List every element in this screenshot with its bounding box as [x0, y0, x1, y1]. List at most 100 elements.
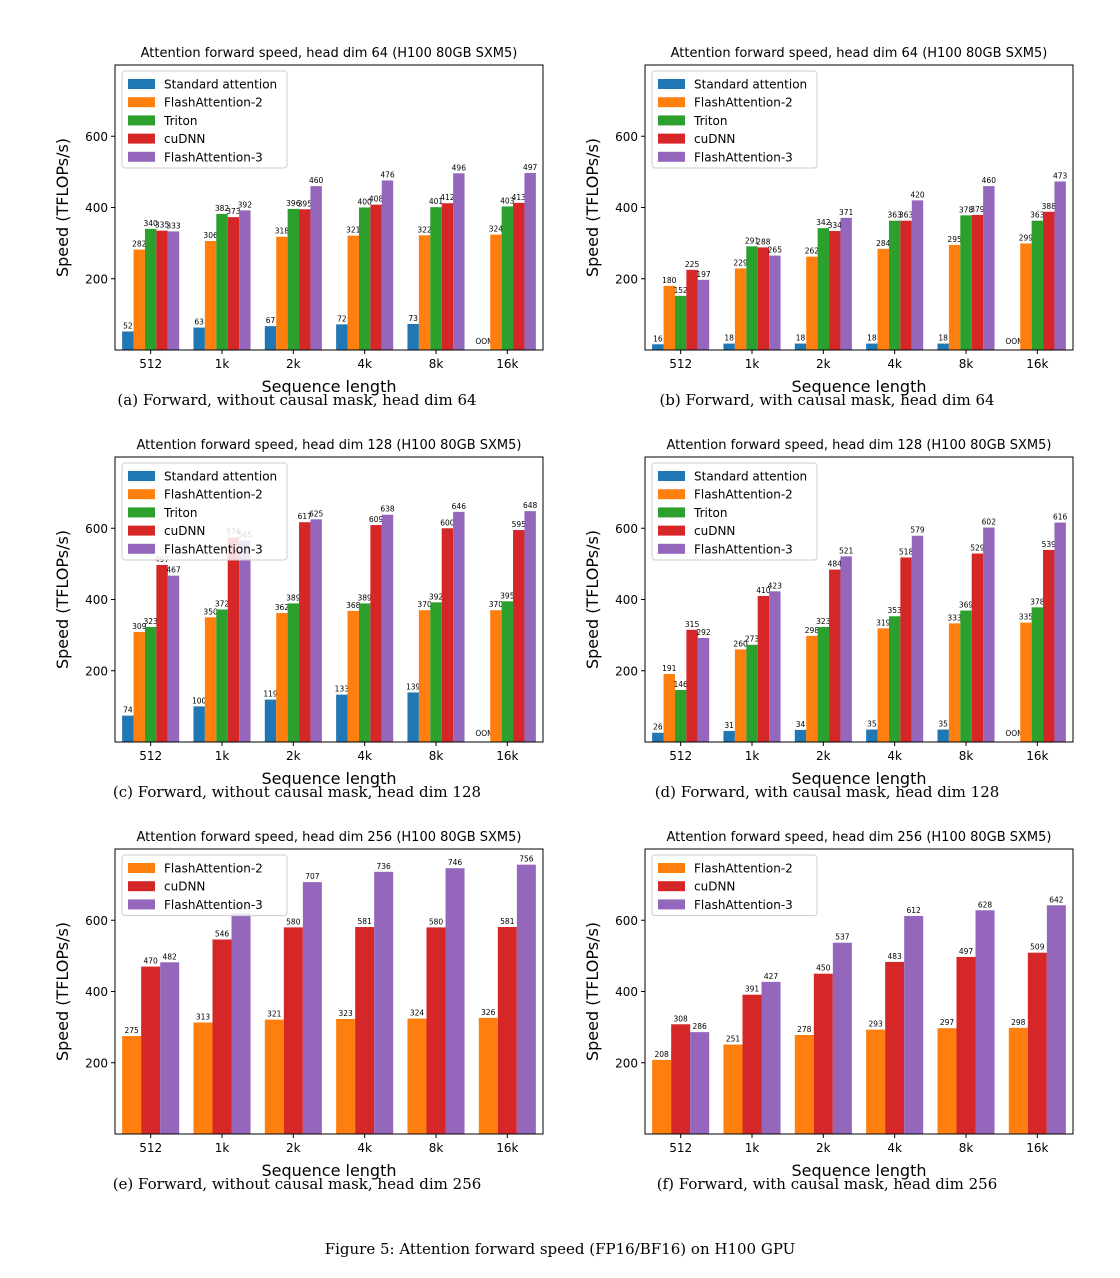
y-axis-label: Speed (TFLOPs/s) — [583, 922, 602, 1061]
bar — [697, 279, 710, 350]
bar-value-label: OOM — [475, 337, 493, 346]
bar — [829, 569, 841, 742]
bar — [1020, 622, 1032, 742]
bar — [888, 616, 901, 742]
bar-value-label: 282 — [132, 240, 147, 249]
bar — [122, 331, 134, 350]
bar-value-label: 298 — [1011, 1018, 1026, 1027]
bar-value-label: 119 — [263, 690, 278, 699]
bar — [817, 228, 830, 350]
y-axis-label: Speed (TFLOPs/s) — [53, 922, 72, 1061]
bar-value-label: 340 — [144, 219, 159, 228]
chart-panel-e: Attention forward speed, head dim 256 (H… — [32, 824, 562, 1209]
bar-value-label: 581 — [358, 917, 373, 926]
bar-value-label: 197 — [696, 270, 711, 279]
legend-label: cuDNN — [694, 132, 735, 146]
bar — [983, 186, 995, 350]
legend-label: FlashAttention-3 — [694, 150, 793, 164]
legend-label: Triton — [163, 114, 198, 128]
axes-frame — [644, 848, 1074, 1135]
legend-label: FlashAttention-2 — [164, 862, 263, 876]
bar-value-label: 335 — [155, 221, 170, 230]
bar — [813, 973, 833, 1134]
bar-value-label: 333 — [166, 221, 181, 230]
bar-value-label: 617 — [298, 512, 313, 521]
bar — [686, 269, 698, 350]
bar-value-label: 642 — [1049, 895, 1064, 904]
bar-value-label: 497 — [523, 163, 538, 172]
bar-chart-f: Attention forward speed, head dim 256 (H… — [583, 830, 1074, 1180]
bar — [524, 511, 536, 742]
y-tick-label: 400 — [615, 201, 638, 215]
bar — [204, 617, 217, 742]
bar-value-label: 413 — [512, 193, 527, 202]
bar — [937, 729, 949, 742]
bar — [1020, 243, 1032, 350]
bar — [746, 644, 758, 742]
x-tick-label: 512 — [139, 1141, 162, 1155]
bar-value-label: 326 — [481, 1008, 496, 1017]
bar-value-label: 313 — [196, 1012, 211, 1021]
legend-swatch — [128, 489, 155, 500]
bar — [734, 649, 747, 742]
chart-caption-f: (f) Forward, with causal mask, head dim … — [656, 1175, 998, 1193]
bar — [794, 1034, 814, 1134]
legend-swatch — [658, 899, 685, 910]
bar — [971, 214, 984, 350]
bar-value-label: 476 — [380, 170, 395, 179]
bar — [355, 927, 375, 1134]
bar-value-label: 473 — [1053, 171, 1068, 180]
bar — [418, 610, 431, 742]
bar — [1043, 549, 1055, 742]
y-tick-label: 200 — [615, 664, 638, 678]
y-tick-label: 600 — [85, 522, 108, 536]
bar — [358, 207, 371, 350]
bar-value-label: 309 — [132, 622, 147, 631]
bar-value-label: 395 — [298, 199, 313, 208]
legend-label: Triton — [693, 506, 728, 520]
bar-value-label: 518 — [899, 547, 914, 556]
bar — [937, 343, 949, 350]
bar-value-label: 625 — [309, 509, 324, 518]
bar-value-label: 208 — [654, 1050, 669, 1059]
bar-value-label: 292 — [696, 628, 711, 637]
bar — [374, 871, 394, 1134]
bar-value-label: 372 — [215, 599, 230, 608]
bar — [832, 942, 852, 1134]
bar — [877, 628, 889, 742]
x-tick-label: 8k — [429, 357, 444, 371]
axes-frame — [114, 848, 544, 1135]
legend-label: cuDNN — [164, 880, 205, 894]
bar-value-label: 63 — [194, 318, 204, 327]
bar-value-label: 180 — [662, 276, 677, 285]
x-tick-label: 16k — [496, 357, 518, 371]
bar-value-label: 286 — [693, 1022, 708, 1031]
legend-swatch — [128, 79, 155, 89]
bar-value-label: 72 — [337, 314, 347, 323]
bar — [723, 343, 735, 350]
bar-value-label: 319 — [876, 618, 891, 627]
bar — [1054, 522, 1066, 742]
bar-value-label: 392 — [429, 592, 444, 601]
legend-swatch — [658, 525, 685, 536]
bar-value-label: 600 — [440, 518, 455, 527]
x-tick-label: 512 — [669, 357, 692, 371]
legend-box — [121, 854, 288, 917]
x-tick-label: 8k — [959, 357, 974, 371]
bar-value-label: 602 — [982, 518, 997, 527]
y-tick-label: 600 — [615, 914, 638, 928]
bar — [690, 1032, 710, 1134]
legend-swatch — [128, 133, 155, 144]
bar — [167, 231, 180, 350]
bar-value-label: 707 — [305, 872, 320, 881]
bar-value-label: 73 — [408, 314, 418, 323]
bar — [287, 603, 300, 742]
x-tick-label: 16k — [1026, 357, 1048, 371]
bar-chart-a: Attention forward speed, head dim 64 (H1… — [53, 46, 544, 396]
bar — [866, 1029, 886, 1134]
legend-label: FlashAttention-2 — [164, 96, 263, 110]
y-axis-label: Speed (TFLOPs/s) — [53, 530, 72, 669]
chart-caption-a: (a) Forward, without causal mask, head d… — [117, 391, 477, 409]
legend-label: cuDNN — [694, 524, 735, 538]
bar-value-label: 648 — [523, 501, 538, 510]
